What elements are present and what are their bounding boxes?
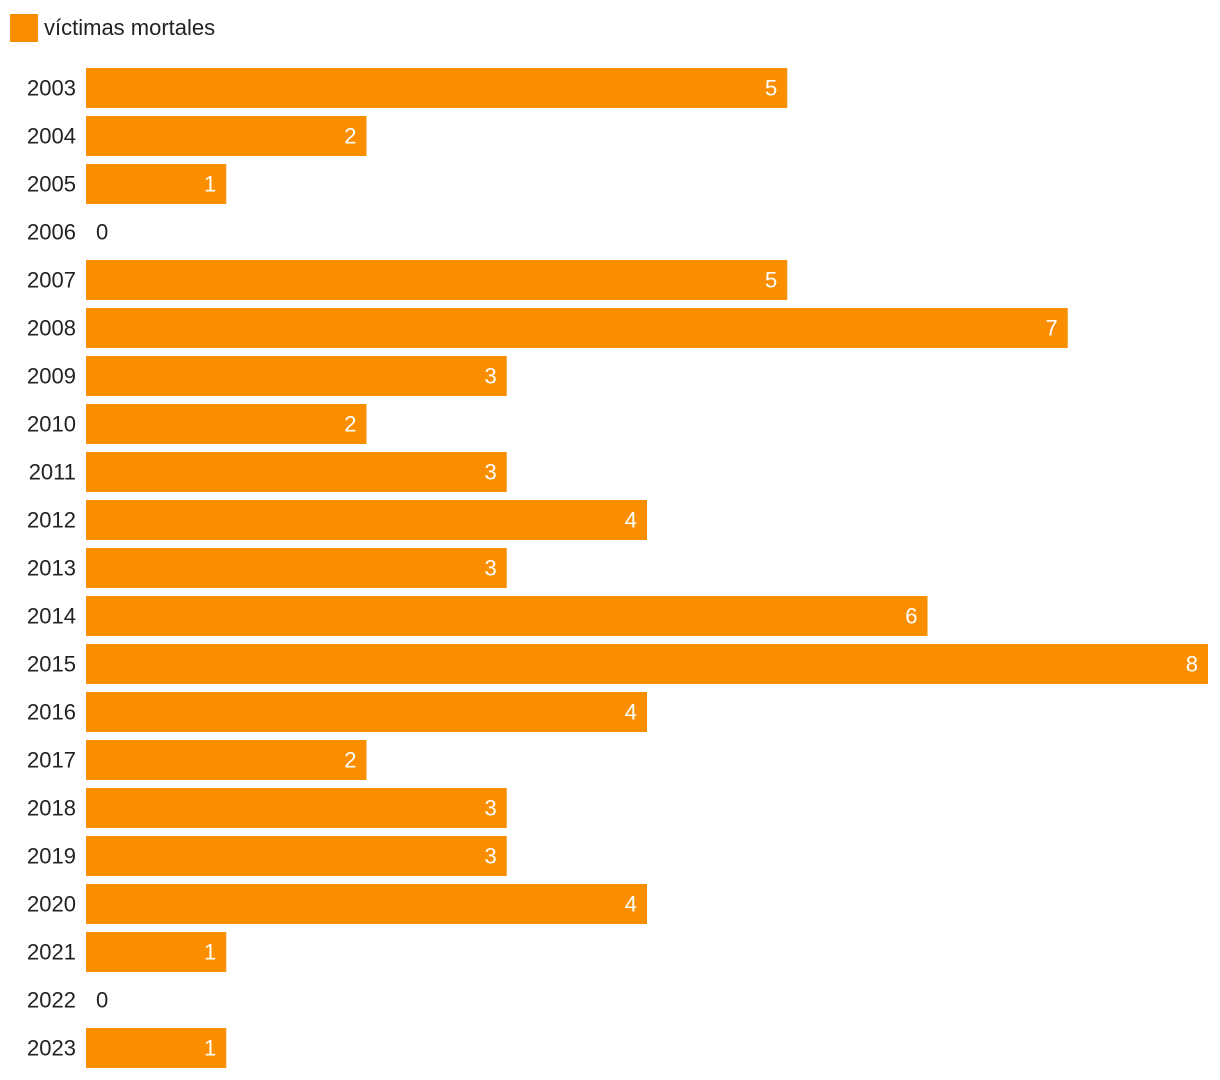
value-label: 2	[344, 124, 356, 149]
bar	[86, 500, 647, 540]
bar	[86, 692, 647, 732]
category-label: 2006	[27, 220, 76, 245]
legend-label: víctimas mortales	[44, 15, 216, 40]
category-label: 2005	[27, 172, 76, 197]
category-label: 2013	[27, 556, 76, 581]
category-label: 2022	[27, 988, 76, 1013]
value-label: 5	[765, 76, 777, 101]
category-label: 2014	[27, 604, 76, 629]
category-label: 2018	[27, 796, 76, 821]
value-label: 3	[485, 844, 497, 869]
legend-swatch	[10, 14, 38, 42]
bar	[86, 260, 788, 300]
bar	[86, 788, 507, 828]
value-label: 4	[625, 700, 637, 725]
value-label: 7	[1046, 316, 1058, 341]
category-label: 2011	[29, 460, 76, 485]
category-label: 2017	[27, 748, 76, 773]
value-label: 2	[344, 748, 356, 773]
value-label: 1	[204, 1036, 216, 1061]
category-label: 2015	[27, 652, 76, 677]
value-label: 3	[485, 796, 497, 821]
category-label: 2007	[27, 268, 76, 293]
bar	[86, 836, 507, 876]
bar	[86, 740, 367, 780]
value-label: 2	[344, 412, 356, 437]
category-label: 2023	[27, 1036, 76, 1061]
bar	[86, 164, 227, 204]
bar	[86, 404, 367, 444]
category-label: 2016	[27, 700, 76, 725]
bar	[86, 644, 1208, 684]
bar	[86, 356, 507, 396]
chart-legend: víctimas mortales	[10, 14, 215, 42]
category-label: 2020	[27, 892, 76, 917]
bar	[86, 116, 367, 156]
bar	[86, 548, 507, 588]
bar	[86, 1028, 227, 1068]
category-label: 2012	[27, 508, 76, 533]
category-label: 2004	[27, 124, 76, 149]
bar	[86, 884, 647, 924]
category-label: 2008	[27, 316, 76, 341]
value-label: 1	[204, 172, 216, 197]
value-label: 0	[96, 988, 108, 1013]
category-label: 2009	[27, 364, 76, 389]
value-label: 6	[905, 604, 917, 629]
category-label: 2019	[27, 844, 76, 869]
value-label: 8	[1186, 652, 1198, 677]
value-label: 3	[485, 556, 497, 581]
category-label: 2010	[27, 412, 76, 437]
category-label: 2021	[27, 940, 76, 965]
bar	[86, 596, 928, 636]
value-label: 5	[765, 268, 777, 293]
bar	[86, 932, 227, 972]
bar	[86, 452, 507, 492]
value-label: 3	[485, 364, 497, 389]
value-label: 4	[625, 892, 637, 917]
category-label: 2003	[27, 76, 76, 101]
value-label: 1	[204, 940, 216, 965]
value-label: 4	[625, 508, 637, 533]
value-label: 0	[96, 220, 108, 245]
bar	[86, 68, 788, 108]
value-label: 3	[485, 460, 497, 485]
bar	[86, 308, 1068, 348]
